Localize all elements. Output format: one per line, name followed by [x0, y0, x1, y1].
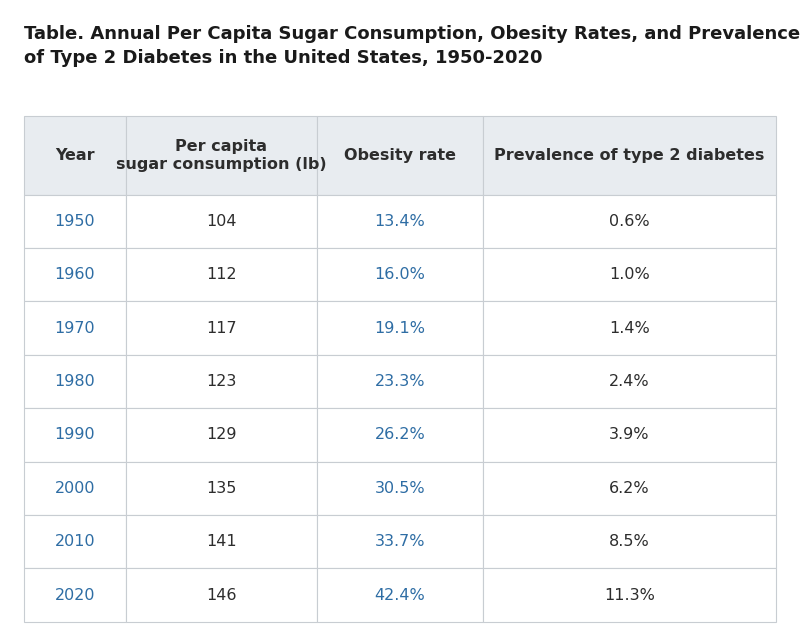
Bar — [126, 408, 318, 462]
Text: 141: 141 — [206, 534, 237, 549]
Bar — [318, 355, 482, 408]
Text: 42.4%: 42.4% — [374, 588, 426, 602]
Text: 1960: 1960 — [54, 267, 95, 282]
Text: 2000: 2000 — [54, 480, 95, 495]
Text: 104: 104 — [206, 214, 237, 229]
Bar — [318, 195, 482, 248]
Text: 23.3%: 23.3% — [374, 374, 426, 389]
Text: 1.0%: 1.0% — [609, 267, 650, 282]
Bar — [126, 195, 318, 248]
Text: Per capita
sugar consumption (lb): Per capita sugar consumption (lb) — [116, 139, 326, 172]
Text: 0.6%: 0.6% — [609, 214, 650, 229]
Bar — [126, 301, 318, 355]
Bar — [482, 301, 776, 355]
Bar — [24, 408, 126, 462]
Bar — [482, 462, 776, 515]
Bar — [126, 462, 318, 515]
Bar — [318, 301, 482, 355]
Bar — [126, 248, 318, 301]
Text: 123: 123 — [206, 374, 237, 389]
Bar — [318, 568, 482, 622]
Bar — [482, 116, 776, 195]
Bar — [24, 355, 126, 408]
Bar — [482, 195, 776, 248]
Text: 1.4%: 1.4% — [609, 320, 650, 335]
Bar — [24, 462, 126, 515]
Text: Table. Annual Per Capita Sugar Consumption, Obesity Rates, and Prevalence
of Typ: Table. Annual Per Capita Sugar Consumpti… — [24, 25, 800, 67]
Text: 8.5%: 8.5% — [609, 534, 650, 549]
Bar — [126, 355, 318, 408]
Bar — [318, 116, 482, 195]
Text: 26.2%: 26.2% — [374, 427, 426, 442]
Bar — [24, 116, 126, 195]
Bar — [482, 515, 776, 568]
Text: 135: 135 — [206, 480, 237, 495]
Text: 30.5%: 30.5% — [374, 480, 426, 495]
Text: Year: Year — [55, 148, 94, 163]
Text: 1970: 1970 — [54, 320, 95, 335]
Bar — [482, 408, 776, 462]
Bar — [24, 515, 126, 568]
Text: 16.0%: 16.0% — [374, 267, 426, 282]
Bar — [24, 248, 126, 301]
Bar — [318, 462, 482, 515]
Text: 1990: 1990 — [54, 427, 95, 442]
Text: 1980: 1980 — [54, 374, 95, 389]
Text: 1950: 1950 — [54, 214, 95, 229]
Text: 129: 129 — [206, 427, 237, 442]
Bar — [24, 195, 126, 248]
Text: 33.7%: 33.7% — [374, 534, 426, 549]
Bar — [318, 408, 482, 462]
Bar — [126, 515, 318, 568]
Bar — [318, 248, 482, 301]
Text: Obesity rate: Obesity rate — [344, 148, 456, 163]
Text: 13.4%: 13.4% — [374, 214, 426, 229]
Bar — [318, 515, 482, 568]
Text: 6.2%: 6.2% — [609, 480, 650, 495]
Bar — [126, 116, 318, 195]
Bar — [126, 568, 318, 622]
Bar — [24, 301, 126, 355]
Bar — [482, 355, 776, 408]
Text: 146: 146 — [206, 588, 237, 602]
Text: Prevalence of type 2 diabetes: Prevalence of type 2 diabetes — [494, 148, 765, 163]
Bar — [482, 568, 776, 622]
Text: 2.4%: 2.4% — [609, 374, 650, 389]
Text: 19.1%: 19.1% — [374, 320, 426, 335]
Text: 117: 117 — [206, 320, 237, 335]
Bar — [482, 248, 776, 301]
Text: 3.9%: 3.9% — [609, 427, 650, 442]
Text: 2010: 2010 — [54, 534, 95, 549]
Text: 11.3%: 11.3% — [604, 588, 654, 602]
Bar — [24, 568, 126, 622]
Text: 2020: 2020 — [54, 588, 95, 602]
Text: 112: 112 — [206, 267, 237, 282]
